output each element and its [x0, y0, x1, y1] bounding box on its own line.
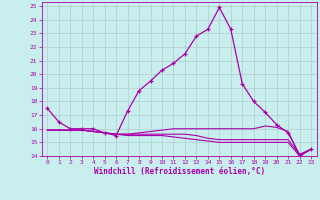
X-axis label: Windchill (Refroidissement éolien,°C): Windchill (Refroidissement éolien,°C): [94, 167, 265, 176]
